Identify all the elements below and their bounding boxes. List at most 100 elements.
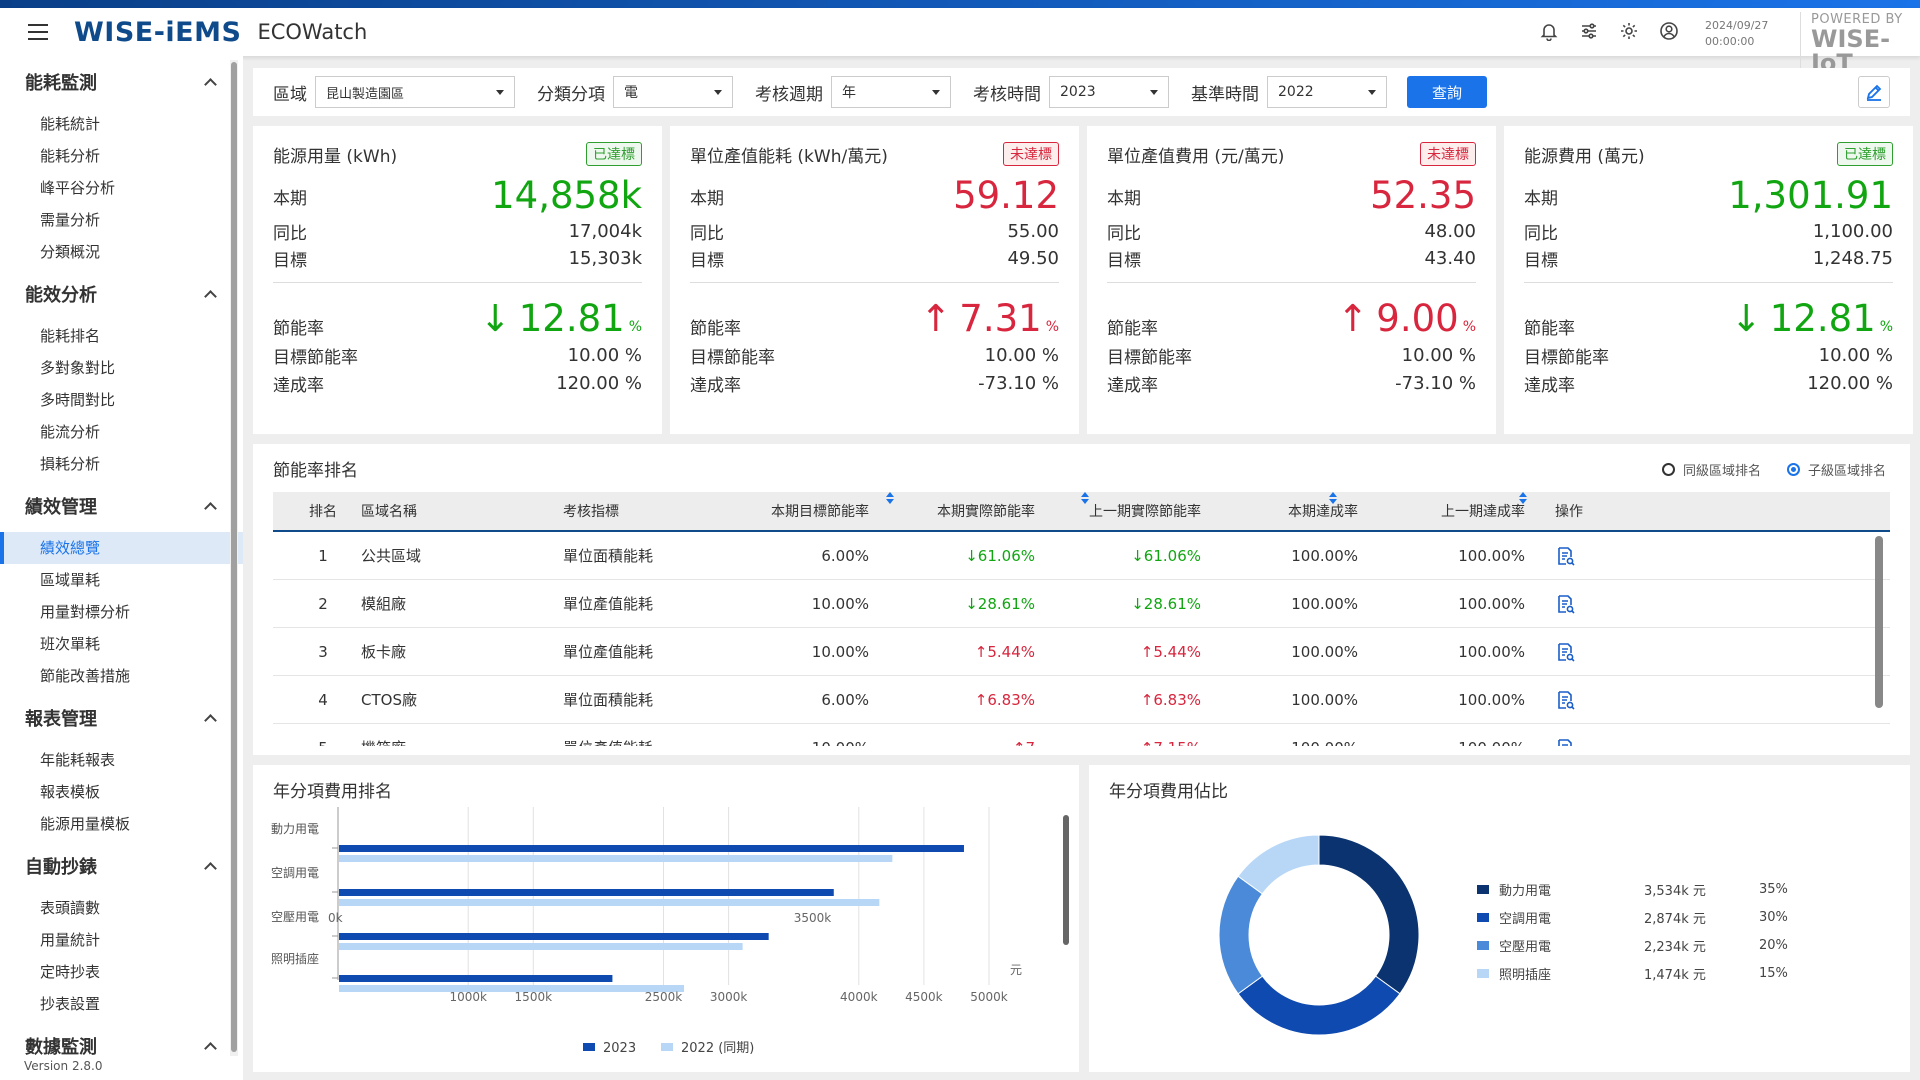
sidebar-item[interactable]: 能耗統計 bbox=[40, 115, 101, 133]
kpi-current-label: 本期 bbox=[273, 188, 307, 209]
sidebar-item[interactable]: 班次單耗 bbox=[40, 635, 101, 653]
kpi-divider bbox=[690, 282, 1059, 283]
menu-group-header[interactable]: 自動抄錶 bbox=[0, 840, 243, 892]
column-header: 排名 bbox=[309, 504, 337, 520]
detail-search-icon[interactable] bbox=[1555, 532, 1585, 579]
legend-item[interactable]: 空調用電 2,874k 元 30% bbox=[1477, 903, 1817, 931]
detail-search-icon[interactable] bbox=[1555, 580, 1585, 627]
category-select[interactable]: 電 bbox=[613, 76, 733, 108]
cell-rank: 2 bbox=[318, 594, 328, 613]
donut-slice[interactable] bbox=[1318, 834, 1420, 995]
sidebar-item[interactable]: 損耗分析 bbox=[40, 455, 101, 473]
base-time-select[interactable]: 2022 bbox=[1267, 76, 1387, 108]
table-row[interactable]: 4 CTOS廠 單位面積能耗 6.00% ↑6.83% ↑6.83% 100.0… bbox=[273, 676, 1890, 724]
sort-icon[interactable] bbox=[886, 492, 900, 530]
column-header[interactable]: 上一期實際節能率 bbox=[1089, 504, 1201, 520]
donut-slice[interactable] bbox=[1237, 975, 1401, 1036]
period-select[interactable]: 年 bbox=[831, 76, 951, 108]
status-badge: 未達標 bbox=[1420, 142, 1476, 166]
column-header[interactable]: 上一期達成率 bbox=[1441, 504, 1525, 520]
ranking-table: 排名 區域名稱 考核指標 本期目標節能率 本期實際節能率 上一期實際節能率 本期達成率 上一期… bbox=[273, 492, 1890, 746]
sort-icon[interactable] bbox=[1329, 492, 1343, 530]
sidebar-item[interactable]: 峰平谷分析 bbox=[40, 179, 116, 197]
sidebar-item[interactable]: 區域單耗 bbox=[40, 571, 101, 589]
sidebar-item[interactable]: 能耗排名 bbox=[40, 327, 101, 345]
cell-metric: 單位面積能耗 bbox=[563, 547, 654, 565]
donut-slice[interactable] bbox=[1237, 834, 1320, 895]
menu-group-header[interactable]: 績效管理 bbox=[0, 480, 243, 532]
region-select-value: 昆山製造園區 bbox=[326, 86, 405, 102]
donut-slice[interactable] bbox=[1218, 875, 1264, 995]
sidebar-item[interactable]: 能源用量模板 bbox=[40, 815, 131, 833]
detail-search-icon[interactable] bbox=[1555, 724, 1585, 746]
column-header[interactable]: 本期達成率 bbox=[1288, 504, 1358, 520]
sidebar-item[interactable]: 儀表狀態監控 bbox=[0, 1072, 243, 1080]
sidebar-item[interactable]: 定時抄表 bbox=[40, 963, 101, 981]
kpi-yoy-label: 同比 bbox=[273, 224, 307, 244]
chart-scrollbar[interactable] bbox=[1063, 815, 1069, 945]
menu-group-header[interactable]: 報表管理 bbox=[0, 692, 243, 744]
menu-group: 能效分析 能耗排名多對象對比多時間對比能流分析損耗分析 bbox=[0, 268, 243, 480]
kpi-rate-value: 9.00 bbox=[1376, 297, 1459, 340]
sidebar-item[interactable]: 節能改善措施 bbox=[40, 667, 131, 685]
cell-target-rate: 6.00% bbox=[821, 546, 869, 565]
detail-search-icon[interactable] bbox=[1555, 628, 1585, 675]
time-select[interactable]: 2023 bbox=[1049, 76, 1169, 108]
sidebar-item[interactable]: 報表模板 bbox=[40, 783, 101, 801]
legend-item[interactable]: 動力用電 3,534k 元 35% bbox=[1477, 875, 1817, 903]
bar bbox=[339, 943, 743, 950]
axis-tick-label: 3500k bbox=[794, 911, 832, 925]
sidebar-item[interactable]: 多時間對比 bbox=[40, 391, 116, 409]
query-button[interactable]: 查詢 bbox=[1407, 76, 1487, 108]
category-label: 空壓用電 bbox=[271, 910, 319, 924]
menu-icon[interactable] bbox=[28, 24, 48, 40]
radio-same-level[interactable]: 同級區域排名 bbox=[1661, 460, 1761, 479]
sidebar-item[interactable]: 表頭讀數 bbox=[40, 899, 101, 917]
table-row[interactable]: 3 板卡廠 單位產值能耗 10.00% ↑5.44% ↑5.44% 100.00… bbox=[273, 628, 1890, 676]
kpi-title: 能源用量 (kWh) bbox=[273, 146, 398, 167]
sidebar-item[interactable]: 用量對標分析 bbox=[40, 603, 131, 621]
legend-item[interactable]: 空壓用電 2,234k 元 20% bbox=[1477, 931, 1817, 959]
menu-group-header[interactable]: 能耗監測 bbox=[0, 56, 243, 108]
kpi-target-value: 49.50 bbox=[1007, 248, 1059, 269]
legend-item[interactable]: 照明插座 1,474k 元 15% bbox=[1477, 959, 1817, 987]
sidebar-item[interactable]: 分類概況 bbox=[40, 243, 101, 261]
sidebar-item[interactable]: 需量分析 bbox=[40, 211, 101, 229]
sort-icon[interactable] bbox=[1519, 492, 1533, 530]
table-row[interactable]: 2 模組廠 單位產值能耗 10.00% ↓28.61% ↓28.61% 100.… bbox=[273, 580, 1890, 628]
legend-swatch bbox=[661, 1043, 673, 1051]
sidebar-item[interactable]: 用量統計 bbox=[40, 931, 101, 949]
cell-actual-rate: ↓28.61% bbox=[965, 594, 1035, 613]
kpi-rate-arrow: ↓ bbox=[479, 297, 511, 340]
sidebar-item[interactable]: 多對象對比 bbox=[40, 359, 116, 377]
region-select[interactable]: 昆山製造園區 bbox=[315, 76, 515, 108]
table-row[interactable]: 1 公共區域 單位面積能耗 6.00% ↓61.06% ↓61.06% 100.… bbox=[273, 532, 1890, 580]
kpi-rate-label: 節能率 bbox=[1524, 319, 1575, 339]
cell-target-rate: 10.00% bbox=[703, 724, 869, 747]
kpi-achieve-label: 達成率 bbox=[1524, 375, 1575, 396]
table-body[interactable]: 1 公共區域 單位面積能耗 6.00% ↓61.06% ↓61.06% 100.… bbox=[273, 532, 1890, 746]
sidebar-item[interactable]: 能流分析 bbox=[40, 423, 101, 441]
table-scrollbar[interactable] bbox=[1875, 536, 1883, 708]
radio-child-level[interactable]: 子級區域排名 bbox=[1786, 460, 1886, 479]
menu-group-header[interactable]: 數據監測 bbox=[0, 1020, 243, 1072]
kpi-achieve-label: 達成率 bbox=[690, 375, 741, 396]
sidebar-item[interactable]: 績效總覽 bbox=[0, 532, 243, 564]
gear-icon[interactable] bbox=[1618, 20, 1640, 42]
sidebar-scrollbar-thumb[interactable] bbox=[231, 62, 237, 1052]
sidebar-scrollbar[interactable] bbox=[230, 60, 238, 1056]
kpi-yoy-value: 17,004k bbox=[568, 221, 642, 242]
detail-search-icon[interactable] bbox=[1555, 676, 1585, 723]
sidebar-item[interactable]: 抄表設置 bbox=[40, 995, 101, 1013]
user-circle-icon[interactable] bbox=[1658, 20, 1680, 42]
edit-button[interactable] bbox=[1858, 76, 1890, 108]
menu-group-header[interactable]: 能效分析 bbox=[0, 268, 243, 320]
kpi-title: 單位產值費用 (元/萬元) bbox=[1107, 146, 1285, 167]
bell-icon[interactable] bbox=[1538, 20, 1560, 42]
sidebar-item[interactable]: 能耗分析 bbox=[40, 147, 101, 165]
column-header[interactable]: 本期實際節能率 bbox=[937, 504, 1035, 520]
sliders-icon[interactable] bbox=[1578, 20, 1600, 42]
table-row[interactable]: 5 機箱廠 單位產值能耗 10.00% ↑7 ↑7.15% 100.00% 10… bbox=[273, 724, 1890, 746]
sidebar-item[interactable]: 年能耗報表 bbox=[40, 751, 116, 769]
sort-icon[interactable] bbox=[1081, 492, 1095, 530]
